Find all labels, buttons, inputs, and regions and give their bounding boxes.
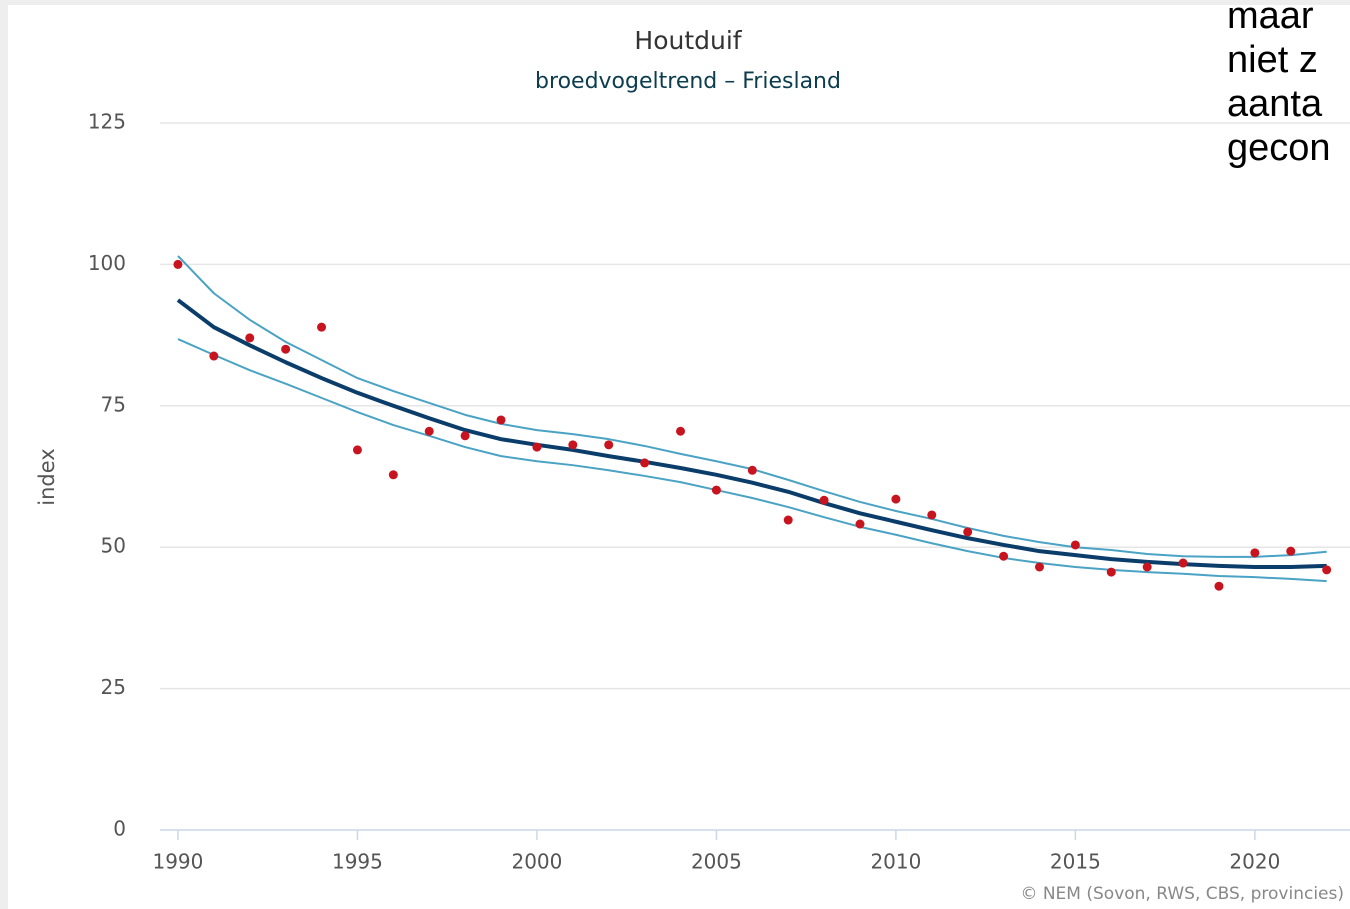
confidence-line	[177, 338, 1327, 583]
data-point	[963, 527, 973, 537]
y-tick-label: 100	[88, 251, 126, 275]
data-point	[891, 494, 901, 504]
data-point	[711, 485, 721, 495]
x-tick-label: 2005	[691, 850, 742, 874]
chart-title: Houtduif	[634, 26, 742, 55]
x-tick-label: 2000	[511, 850, 562, 874]
x-tick-label: 2010	[870, 850, 921, 874]
data-point	[1034, 562, 1044, 572]
data-point	[819, 495, 829, 505]
credits: © NEM (Sovon, RWS, CBS, provincies)	[1020, 884, 1344, 904]
data-point	[783, 515, 793, 525]
data-point	[1070, 540, 1080, 550]
y-tick-label: 0	[113, 817, 126, 841]
y-tick-label: 25	[101, 675, 126, 699]
x-tick-label: 2020	[1229, 850, 1280, 874]
data-point	[604, 440, 614, 450]
data-point	[388, 470, 398, 480]
data-point	[747, 465, 757, 475]
data-point	[532, 442, 542, 452]
frame-left	[0, 0, 8, 909]
data-point	[424, 426, 434, 436]
data-point	[1142, 562, 1152, 572]
data-point	[568, 440, 578, 450]
data-point	[496, 415, 506, 425]
data-point	[173, 259, 183, 269]
x-tick-label: 2015	[1050, 850, 1101, 874]
data-point	[352, 445, 362, 455]
y-axis-title: index	[35, 448, 59, 505]
x-tick-label: 1990	[152, 850, 203, 874]
x-tick-label: 1995	[332, 850, 383, 874]
data-point	[1322, 565, 1332, 575]
data-point	[676, 426, 686, 436]
data-point	[855, 519, 865, 529]
overlay-text: maar	[1227, 0, 1314, 37]
overlay-text: niet z	[1227, 39, 1318, 81]
data-point	[927, 510, 937, 520]
overlay-text: gecon	[1227, 127, 1331, 169]
chart-subtitle: broedvogeltrend – Friesland	[535, 69, 841, 94]
overlay-text: aanta	[1227, 83, 1323, 125]
data-point	[1286, 546, 1296, 556]
plot-area: 0 25 50 75 100 125 1990 1995 2000 2005 2010 2015 202…	[88, 110, 1350, 874]
data-point	[1106, 567, 1116, 577]
y-tick-label: 75	[101, 392, 126, 416]
trend-line	[176, 298, 1327, 569]
data-point	[1178, 558, 1188, 568]
data-point	[460, 431, 470, 441]
data-point	[245, 333, 255, 343]
data-point	[209, 351, 219, 361]
data-point	[999, 551, 1009, 561]
frame-top	[0, 0, 1350, 5]
data-point	[1250, 548, 1260, 558]
y-tick-label: 50	[101, 534, 126, 558]
data-point	[281, 344, 291, 354]
data-point	[1214, 581, 1224, 591]
data-point	[640, 458, 650, 468]
data-point	[317, 322, 327, 332]
y-tick-label: 125	[88, 110, 126, 134]
